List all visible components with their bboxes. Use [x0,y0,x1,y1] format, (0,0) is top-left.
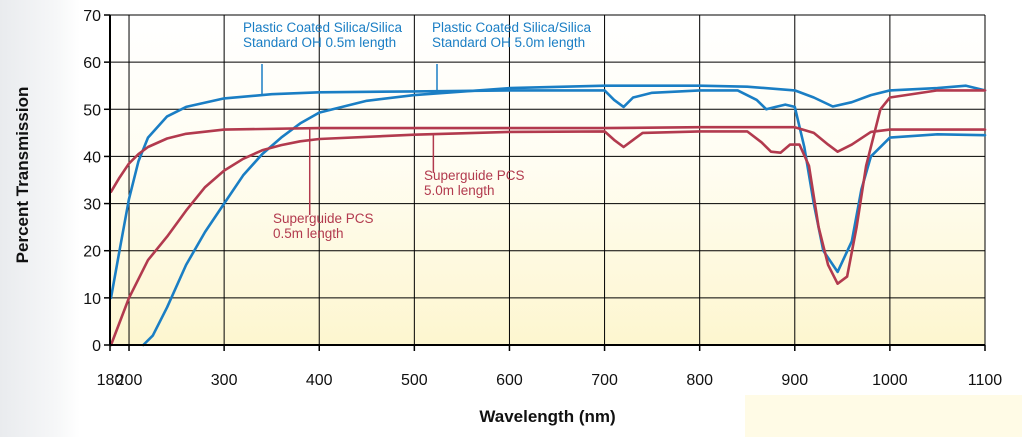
annotation-line: Plastic Coated Silica/Silica [432,20,592,35]
x-tick-label: 1100 [968,372,1003,389]
x-tick-label: 600 [496,372,523,389]
left-background-band [0,0,80,437]
x-axis-title: Wavelength (nm) [479,407,615,426]
annotation-label-4: Superguide PCS 5.0m length [424,168,525,198]
annotation-line: Standard OH 5.0m length [432,35,585,50]
annotation-line: 5.0m length [424,183,495,198]
series-line-2 [142,84,987,347]
plot-area [110,15,985,345]
annotation-label-3: Superguide PCS 0.5m length [273,211,374,241]
series-line-1 [109,89,987,300]
x-tick-label: 400 [306,372,333,389]
annotation-line: Plastic Coated Silica/Silica [243,20,403,35]
bottom-background-band [745,395,1022,437]
y-tick-label: 60 [83,55,101,72]
y-tick-label: 10 [83,291,101,308]
x-tick-label: 180 [97,372,124,389]
annotation-label-1: Plastic Coated Silica/Silica Standard OH … [243,20,403,50]
x-tick-label: 900 [781,372,808,389]
x-tick-label: 200 [116,372,143,389]
y-tick-label: 0 [92,338,101,355]
y-axis-title: Percent Transmission [13,87,32,264]
annotation-line: Superguide PCS [273,211,374,226]
y-tick-label: 70 [83,8,101,25]
x-tick-label: 300 [211,372,238,389]
y-tick-label: 20 [83,244,101,261]
annotation-line: 0.5m length [273,226,344,241]
y-tick-label: 30 [83,197,101,214]
annotation-label-2: Plastic Coated Silica/Silica Standard OH … [432,20,592,50]
y-tick-label: 50 [83,102,101,119]
x-tick-label: 1000 [872,372,908,389]
annotation-line: Standard OH 0.5m length [243,35,396,50]
series-line-4 [109,89,987,347]
x-tick-label: 500 [401,372,428,389]
series-line-3 [109,125,987,194]
y-tick-label: 40 [83,149,101,166]
x-tick-label: 800 [686,372,713,389]
x-tick-label: 700 [591,372,618,389]
annotation-line: Superguide PCS [424,168,525,183]
